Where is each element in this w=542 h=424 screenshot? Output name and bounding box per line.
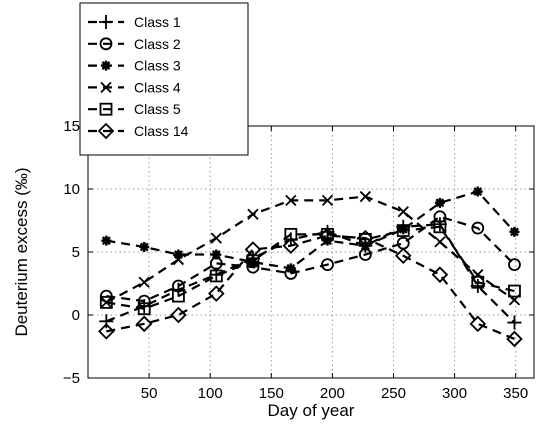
data-point — [471, 221, 485, 235]
data-point — [99, 295, 113, 309]
data-point — [172, 289, 185, 303]
x-tick-label: 50 — [141, 385, 158, 402]
legend: Class 1 Class 2 Class 3 Class 4 Class 5 Class… — [79, 2, 249, 156]
data-point — [282, 237, 300, 254]
legend-entry: Class 3 — [88, 58, 181, 74]
data-point — [321, 194, 334, 206]
data-point — [434, 236, 446, 248]
series-class-2 — [99, 210, 521, 308]
x-tick-label: 250 — [381, 385, 406, 402]
data-point — [137, 302, 151, 316]
data-point — [211, 249, 222, 260]
y-tick-label: 15 — [63, 118, 80, 135]
data-point — [433, 220, 447, 234]
legend-marker — [99, 15, 113, 29]
series-group — [98, 186, 523, 348]
data-point — [170, 306, 187, 324]
series-line — [106, 190, 516, 270]
legend-label: Class 4 — [134, 79, 181, 95]
data-point — [98, 323, 115, 340]
data-point — [137, 294, 151, 308]
data-point — [508, 284, 521, 298]
legend-marker — [101, 60, 111, 71]
data-point — [508, 258, 521, 272]
data-point — [321, 258, 334, 272]
data-point — [396, 224, 410, 237]
legend-box — [79, 2, 249, 156]
x-tick-label: 200 — [320, 385, 345, 402]
data-point — [247, 208, 259, 220]
data-point — [244, 241, 262, 258]
data-point — [172, 253, 185, 266]
legend-entry: Class 14 — [88, 122, 189, 140]
data-point — [506, 330, 523, 348]
series-line — [106, 215, 516, 303]
legend-entry: Class 5 — [88, 101, 181, 117]
x-tick-label: 150 — [259, 385, 284, 402]
legend-marker — [99, 37, 113, 51]
data-point — [509, 226, 520, 237]
legend-label: Class 2 — [134, 36, 181, 52]
legend-label: Class 3 — [134, 58, 181, 74]
legend-marker — [100, 81, 112, 94]
data-point — [210, 232, 222, 244]
legend-label: Class 1 — [134, 14, 181, 30]
axis-ticks: 50 100 150 200 250 300 350 −5 0 5 10 15 — [63, 118, 534, 402]
legend-marker — [99, 102, 113, 116]
series-class-14 — [98, 227, 523, 348]
y-tick-label: 5 — [72, 244, 80, 261]
legend-label: Class 5 — [134, 101, 181, 117]
data-point — [285, 194, 297, 206]
x-tick-label: 350 — [503, 385, 528, 402]
legend-entry: Class 2 — [88, 36, 181, 52]
x-axis-label: Day of year — [268, 401, 355, 420]
data-point — [359, 190, 372, 203]
data-point — [472, 186, 483, 197]
legend-marker — [97, 122, 115, 140]
data-point — [394, 247, 412, 265]
data-point — [101, 235, 112, 246]
legend-entry: Class 1 — [88, 14, 181, 30]
data-point — [138, 276, 150, 288]
data-point — [319, 227, 336, 244]
data-point — [431, 266, 449, 283]
data-point — [357, 229, 374, 247]
data-point — [433, 210, 447, 224]
data-point — [285, 263, 296, 274]
data-point — [173, 249, 184, 260]
legend-entry: Class 4 — [88, 79, 181, 95]
data-point — [434, 197, 445, 208]
data-point — [139, 241, 150, 252]
x-tick-label: 100 — [198, 385, 223, 402]
y-axis-label: Deuterium excess (‰) — [12, 167, 31, 336]
data-point — [397, 206, 409, 218]
x-tick-label: 300 — [442, 385, 467, 402]
data-point — [469, 315, 487, 333]
series-line — [105, 195, 516, 304]
y-tick-label: −5 — [63, 370, 80, 387]
y-tick-label: 0 — [72, 307, 80, 324]
y-tick-label: 10 — [63, 181, 80, 198]
data-point — [208, 285, 225, 302]
series-class-4 — [100, 190, 521, 309]
data-point — [135, 315, 153, 333]
data-point — [471, 275, 485, 289]
data-point — [472, 269, 484, 281]
legend-label: Class 14 — [134, 123, 189, 139]
data-point — [507, 315, 522, 330]
data-point — [172, 279, 185, 293]
data-point — [99, 314, 114, 329]
data-point — [209, 269, 223, 283]
